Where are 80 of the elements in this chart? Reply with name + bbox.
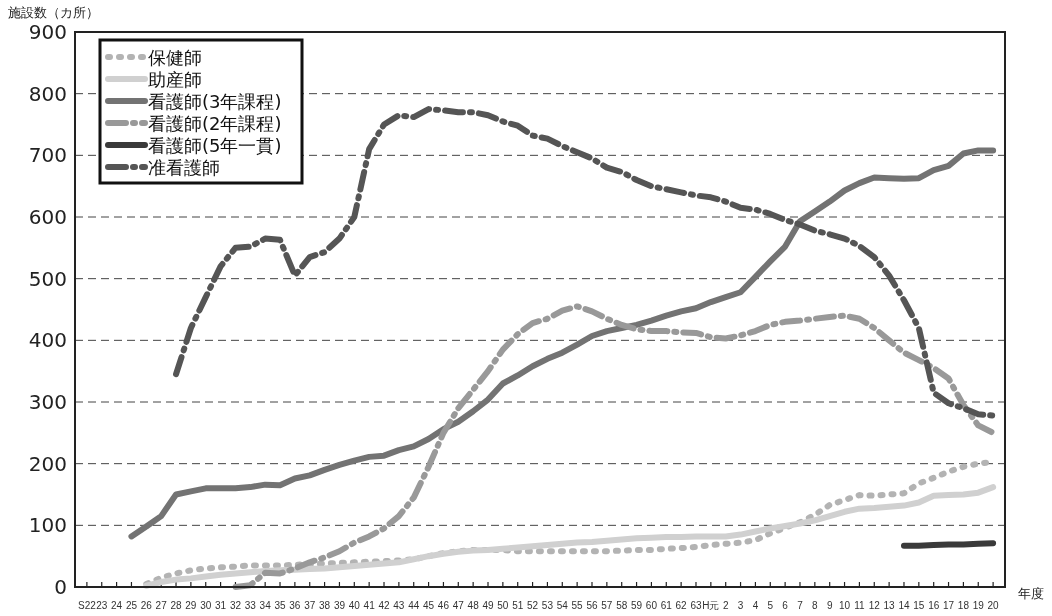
x-tick-label: 39 [333,600,346,611]
x-tick-label: 51 [512,600,524,611]
x-tick-label: 42 [378,600,391,611]
x-tick-label: 14 [898,600,910,611]
y-tick-label: 200 [28,451,67,476]
x-tick-label: 34 [259,600,272,611]
x-tick-label: 4 [752,600,759,611]
x-tick-label: 48 [467,600,480,611]
y-axis-title: 施設数（カ所） [8,5,99,20]
y-tick-label: 700 [28,143,67,168]
legend-label: 看護師(2年課程) [148,113,282,134]
legend-label: 看護師(3年課程) [148,91,282,112]
x-tick-label: 6 [782,600,789,611]
x-tick-label: 60 [645,600,658,611]
y-tick-label: 900 [28,20,67,44]
x-tick-label: 3 [737,600,744,611]
y-tick-label: 100 [28,513,67,538]
x-tick-label: 56 [586,600,598,611]
x-tick-label: 63 [690,600,702,611]
x-tick-label: 59 [631,600,643,611]
x-tick-label: 8 [812,600,819,611]
x-tick-label: H元 [702,600,720,611]
x-tick-label: 33 [244,600,257,611]
x-tick-label: 57 [601,600,613,611]
x-tick-label: 12 [868,600,881,611]
x-tick-label: 62 [675,600,688,611]
x-tick-label: 20 [987,600,1000,611]
y-tick-label: 500 [28,266,67,291]
x-tick-label: 45 [423,600,435,611]
x-tick-label: 5 [767,600,774,611]
x-tick-label: 28 [170,600,183,611]
x-tick-label: 35 [274,600,287,611]
y-tick-label: 600 [28,205,67,229]
x-tick-label: 47 [452,600,465,611]
y-tick-label: 800 [28,81,67,106]
x-tick-label: 46 [437,600,450,611]
x-tick-label: 44 [408,600,420,611]
x-tick-label: 29 [185,600,197,611]
x-tick-label: 50 [497,600,509,611]
x-tick-label: 19 [972,600,985,611]
x-tick-label: 52 [527,600,539,611]
y-tick-label: 400 [28,328,67,353]
legend-label: 准看護師 [148,157,220,178]
x-tick-label: 53 [541,600,554,611]
x-tick-label: 58 [616,600,628,611]
x-tick-label: 41 [363,600,376,611]
legend-label: 助産師 [148,69,202,90]
x-tick-label: 15 [913,600,925,611]
x-tick-label: 13 [883,600,896,611]
x-axis-title: 年度 [1018,586,1044,601]
x-tick-label: 55 [571,600,584,611]
x-tick-label: 31 [215,600,227,611]
x-tick-label: 11 [854,600,866,611]
x-tick-label: 32 [229,600,242,611]
x-tick-label: 24 [111,600,123,611]
x-tick-label: 10 [838,600,851,611]
x-tick-label: 36 [289,600,301,611]
legend-label: 保健師 [148,47,202,68]
x-tick-label: 27 [155,600,168,611]
x-tick-label: 18 [957,600,970,611]
x-tick-label: 38 [319,600,331,611]
x-tick-label: 40 [348,600,361,611]
x-tick-label: 43 [393,600,405,611]
x-tick-label: 2 [722,600,729,611]
x-tick-label: 37 [304,600,316,611]
y-tick-label: 0 [54,575,67,599]
x-tick-label: 30 [200,600,212,611]
x-tick-label: 16 [928,600,940,611]
x-tick-label: 25 [125,600,138,611]
x-tick-label: S22 [77,600,97,611]
legend-label: 看護師(5年一貫) [148,135,282,156]
x-tick-label: 61 [660,600,673,611]
x-tick-label: 9 [826,600,833,611]
x-tick-label: 23 [96,600,108,611]
x-tick-label: 49 [482,600,494,611]
x-tick-label: 26 [140,600,153,611]
x-tick-label: 17 [942,600,955,611]
x-tick-label: 54 [556,600,569,611]
x-tick-label: 7 [797,600,804,611]
y-tick-label: 300 [28,390,67,414]
